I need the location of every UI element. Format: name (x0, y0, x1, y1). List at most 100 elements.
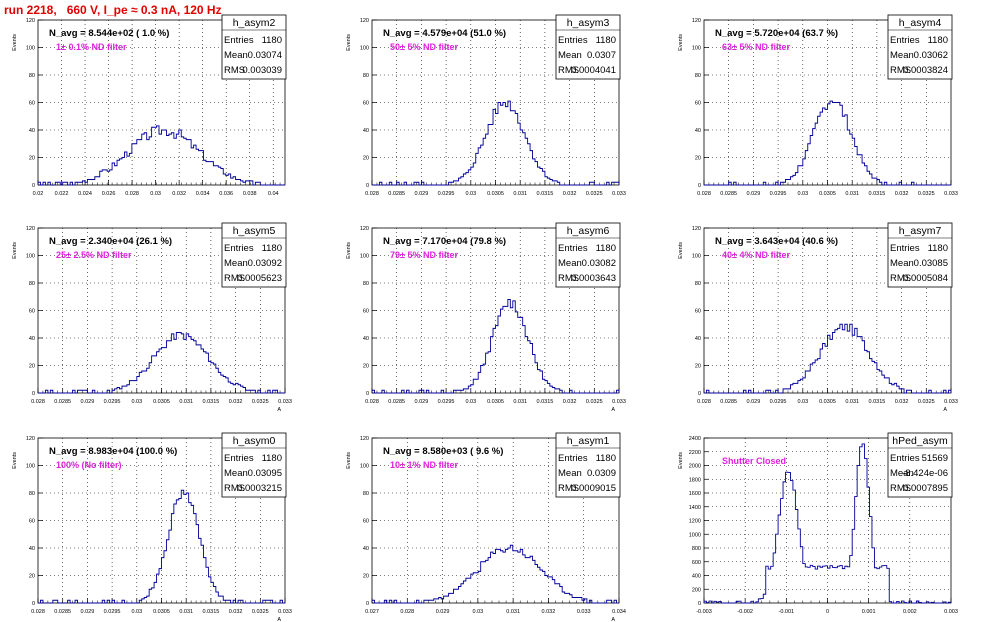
filter-label: 100% (No filter) (56, 460, 122, 470)
y-tick-label: 80 (363, 281, 369, 287)
y-tick-label: 40 (363, 546, 369, 552)
y-tick-label: 40 (363, 336, 369, 342)
x-tick-label: 0.03 (472, 609, 483, 615)
x-tick-label: 0.002 (903, 609, 917, 615)
histogram-line (38, 489, 285, 604)
histogram-panel-h_asym6: 0.028 0.0285 0.029 0.0295 0.03 0.0305 0.031 0.0… (346, 222, 626, 413)
stats-value: 0.0309 (587, 468, 616, 479)
x-tick-label: 0.032 (229, 609, 243, 615)
x-tick-label: 0.0295 (104, 609, 121, 615)
y-tick-label: 0 (366, 601, 369, 607)
x-tick-label: 0.0325 (252, 399, 269, 405)
x-tick-label: 0.032 (542, 609, 556, 615)
x-tick-label: 0.029 (436, 609, 450, 615)
x-tick-label: 0.029 (415, 399, 429, 405)
histogram-panel-h_asym2: 0.02 0.022 0.024 0.026 0.028 0.03 0.032 0.034 0.… (12, 14, 287, 197)
x-tick-label: 0.033 (612, 191, 626, 197)
x-axis-label: A (277, 617, 281, 622)
navg-label: N_avg = 4.579e+04 (51.0 %) (383, 28, 506, 39)
y-tick-label: 0 (698, 183, 701, 189)
stats-box (221, 432, 287, 498)
stats-label: Mean (890, 468, 914, 479)
y-tick-label: 120 (26, 436, 35, 442)
stats-value: 1180 (262, 243, 282, 254)
stats-label: RMS (890, 483, 911, 494)
navg-label: N_avg = 7.170e+04 (79.8 %) (383, 236, 506, 247)
y-tick-label: 20 (29, 364, 35, 370)
x-tick-label: 0.029 (747, 399, 761, 405)
y-tick-label: 1800 (689, 477, 701, 483)
y-axis-label: Events (12, 452, 18, 469)
x-tick-label: 0.03 (465, 191, 476, 197)
y-tick-label: 800 (692, 546, 701, 552)
x-tick-label: 0.0285 (388, 399, 405, 405)
stats-name: h_asym0 (233, 435, 276, 447)
histogram-line (371, 544, 619, 604)
x-tick-label: 0.028 (697, 399, 711, 405)
stats-label: RMS (558, 273, 579, 284)
stats-name: h_asym7 (899, 225, 942, 237)
x-tick-label: -0.002 (737, 609, 753, 615)
y-tick-label: 100 (26, 46, 35, 52)
y-tick-label: 0 (366, 183, 369, 189)
x-tick-label: 0.028 (125, 191, 139, 197)
filter-label: 10± 1% ND filter (390, 460, 458, 470)
x-tick-label: 0.022 (55, 191, 69, 197)
stats-name: hPed_asym (892, 435, 948, 447)
y-tick-label: 100 (692, 46, 701, 52)
x-tick-label: 0.0315 (536, 399, 553, 405)
navg-label: N_avg = 8.983e+04 (100.0 %) (49, 446, 177, 457)
y-tick-label: 20 (363, 364, 369, 370)
filter-label: 50± 5% ND filter (390, 42, 458, 52)
stats-value: 0.0003215 (237, 483, 282, 494)
y-tick-label: 1400 (689, 505, 701, 511)
stats-value: 0.0009015 (571, 483, 616, 494)
y-tick-label: 120 (360, 436, 369, 442)
x-tick-label: 0.029 (747, 191, 761, 197)
x-tick-label: 0.001 (862, 609, 876, 615)
x-tick-label: 0.028 (31, 399, 45, 405)
y-tick-label: 0 (32, 183, 35, 189)
y-tick-label: 600 (692, 560, 701, 566)
histogram-line (703, 443, 952, 604)
y-tick-label: 2000 (689, 464, 701, 470)
navg-label: N_avg = 8.580e+03 ( 9.6 %) (383, 446, 503, 457)
y-tick-label: 60 (29, 519, 35, 525)
y-tick-label: 80 (695, 73, 701, 79)
y-tick-label: 60 (363, 101, 369, 107)
x-tick-label: 0.0295 (770, 399, 787, 405)
y-tick-label: 0 (698, 601, 701, 607)
x-tick-label: 0.0315 (202, 399, 219, 405)
x-tick-label: 0.038 (243, 191, 257, 197)
y-tick-label: 100 (360, 46, 369, 52)
stats-label: Mean (558, 258, 582, 269)
y-tick-label: 100 (692, 254, 701, 260)
x-tick-label: 0.0295 (438, 191, 455, 197)
y-tick-label: 120 (360, 18, 369, 24)
x-tick-label: 0.0325 (252, 609, 269, 615)
navg-label: N_avg = 8.544e+02 ( 1.0 %) (49, 28, 169, 39)
y-tick-label: 20 (695, 156, 701, 162)
y-tick-label: 40 (695, 336, 701, 342)
x-axis-label: A (943, 407, 947, 413)
stats-box (555, 432, 621, 498)
stats-value: 0.003039 (242, 65, 282, 76)
y-axis-label: Events (346, 34, 352, 51)
stats-value: 1180 (596, 243, 616, 254)
stats-label: RMS (224, 65, 245, 76)
histogram-panel-h_asym1: 0.027 0.028 0.029 0.03 0.031 0.032 0.033 0.034 0… (346, 432, 626, 622)
y-tick-label: 20 (29, 574, 35, 580)
filter-label: 1± 0.1% ND filter (56, 42, 127, 52)
y-tick-label: 80 (29, 281, 35, 287)
x-tick-label: 0.031 (179, 399, 193, 405)
x-tick-label: 0.02 (33, 191, 44, 197)
y-tick-label: 120 (26, 18, 35, 24)
x-tick-label: 0.0305 (153, 609, 170, 615)
stats-label: Entries (558, 35, 588, 46)
stats-label: Mean (890, 50, 914, 61)
x-tick-label: 0.033 (278, 399, 292, 405)
x-tick-label: 0.0285 (54, 609, 71, 615)
stats-box (887, 222, 953, 288)
x-tick-label: 0.0305 (819, 399, 836, 405)
